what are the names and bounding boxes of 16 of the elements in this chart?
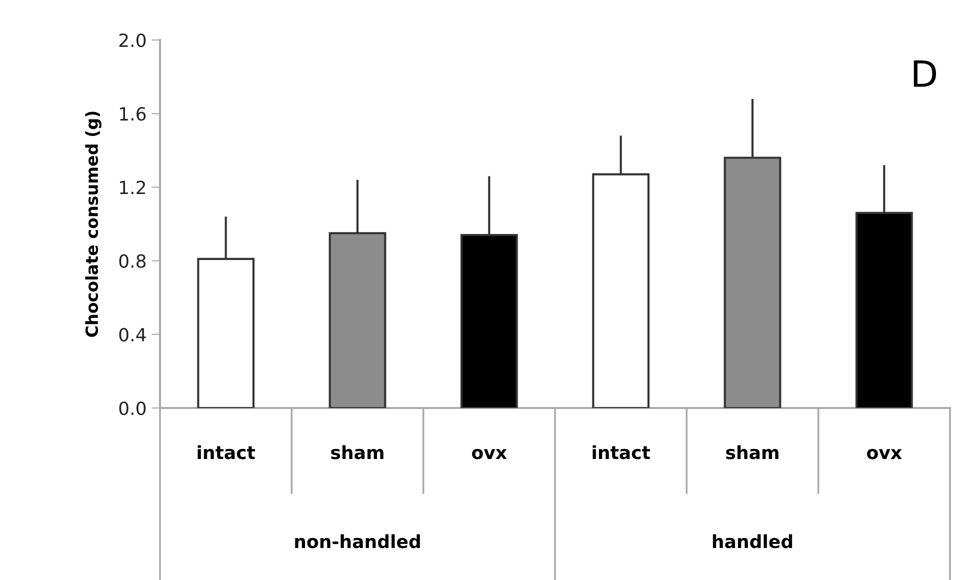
y-tick-label: 1.6: [120, 107, 146, 121]
text: non-handled: [295, 534, 420, 548]
y-tick-label: 1.2: [120, 180, 145, 194]
y-axis-title: Chocolate consumed (g): [85, 112, 102, 337]
y-tick-label: 2.0: [119, 33, 146, 48]
x-tick-label: ovx: [472, 448, 507, 460]
x-tick-label: intact: [198, 445, 256, 460]
y-tick-label: 0.4: [119, 328, 146, 342]
y-tick-label: 0.8: [119, 254, 146, 268]
x-tick-label: ovx: [867, 448, 902, 460]
y-tick-label: 0.0: [119, 401, 146, 416]
x-tick-label: intact: [592, 445, 650, 460]
x-tick-label: sham: [331, 445, 384, 460]
x-tick-label: sham: [726, 445, 778, 460]
annotation: D: [914, 60, 936, 87]
text: handled: [712, 534, 792, 548]
